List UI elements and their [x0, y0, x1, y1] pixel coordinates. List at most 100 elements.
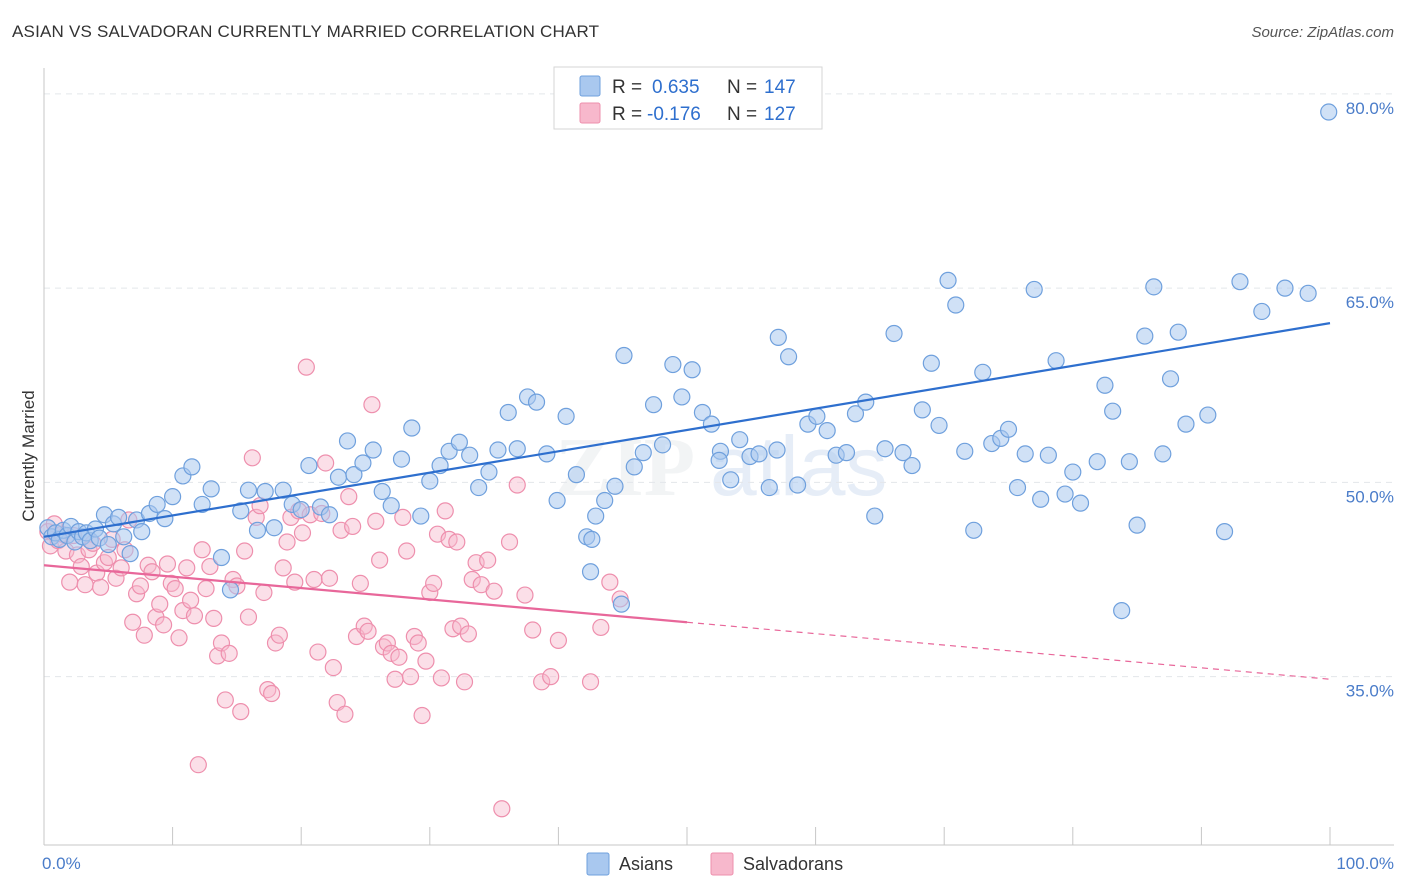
asians-point [300, 456, 318, 475]
asians-point [265, 519, 283, 537]
asians-point [1039, 446, 1057, 464]
salvadorans-point [601, 573, 619, 591]
asians-point [292, 500, 310, 519]
salvadorans-point [493, 800, 511, 818]
asians-point [1231, 273, 1249, 291]
asians-point [450, 433, 468, 451]
asians-point [1104, 402, 1122, 420]
asians-point [329, 468, 348, 486]
asians-point [693, 403, 712, 422]
asians-point [710, 451, 728, 469]
asians-point [894, 444, 912, 462]
asians-point [148, 495, 166, 514]
salvadorans-point [459, 625, 477, 643]
y-tick-label: 65.0% [1346, 293, 1394, 312]
salvadorans-n-label: N = [727, 104, 757, 125]
salvadorans-point [270, 626, 288, 644]
chart-title: ASIAN VS SALVADORAN CURRENTLY MARRIED CO… [12, 22, 600, 41]
salvadorans-point [455, 673, 474, 691]
salvadorans-point [239, 608, 258, 626]
asians-points [39, 103, 1338, 620]
trend-lines [43, 322, 1331, 680]
asians-point [1136, 327, 1154, 345]
asians-point [274, 481, 292, 499]
asians-point [1145, 278, 1163, 296]
asians-point [99, 535, 117, 554]
stats-legend: R = 0.635 N = 147 R = -0.176 N = 127 [553, 66, 823, 130]
asians-point [612, 595, 631, 613]
asians-point [930, 416, 948, 435]
asians-point [769, 328, 787, 346]
salvadorans-point [220, 644, 238, 662]
asians-point [837, 444, 856, 462]
asians-point [1120, 453, 1138, 471]
asians-point [673, 388, 691, 406]
asians-point [1320, 103, 1338, 121]
salvadorans-point [305, 570, 323, 589]
asians-legend-label: Asians [619, 854, 673, 874]
asians-point [587, 507, 605, 525]
salvadorans-point [324, 658, 342, 677]
asians-point [615, 346, 633, 365]
salvadorans-point [500, 533, 519, 551]
asians-legend-swatch [579, 75, 601, 97]
asians-point [499, 403, 517, 422]
asians-point [364, 441, 382, 459]
salvadorans-point [158, 555, 177, 573]
salvadorans-point [417, 652, 435, 670]
asians-point [193, 495, 211, 514]
salvadorans-point [193, 541, 211, 559]
salvadorans-point [363, 396, 381, 414]
salvadorans-point [382, 644, 400, 662]
salvadorans-point [293, 524, 312, 542]
salvadorans-n-value: 127 [764, 104, 796, 125]
asians-n-value: 147 [764, 77, 796, 98]
salvadorans-point [592, 618, 610, 637]
asians-point [345, 466, 363, 484]
salvadorans-point [413, 706, 431, 725]
asians-point [1071, 494, 1090, 512]
asians-point [683, 361, 701, 379]
salvadorans-trend-line [43, 564, 688, 624]
asians-point [750, 445, 768, 463]
salvadorans-point [425, 574, 443, 593]
salvadorans-legend-label: Salvadorans [743, 854, 843, 874]
salvadorans-point [394, 508, 412, 526]
salvadorans-point [336, 705, 354, 723]
source-label: Source: ZipAtlas.com [1251, 24, 1394, 41]
salvadorans-point [143, 563, 161, 581]
grid-lines [44, 93, 1394, 678]
asians-point [1169, 323, 1187, 341]
asians-point [489, 441, 507, 459]
asians-point [221, 581, 240, 599]
asians-point [421, 472, 439, 490]
salvadorans-point [91, 578, 110, 596]
asians-point [1276, 279, 1294, 297]
salvadorans-point [166, 579, 184, 598]
asians-point [239, 481, 258, 499]
asians-point [644, 396, 663, 414]
salvadorans-point [524, 621, 542, 639]
salvadorans-point [243, 449, 261, 467]
asians-point [606, 477, 624, 495]
asians-point [1177, 415, 1195, 433]
asians-point [922, 354, 940, 372]
asians-point [913, 401, 931, 419]
asians-point [818, 422, 836, 440]
y-tick-label: 50.0% [1346, 487, 1394, 506]
asians-point [866, 507, 884, 525]
asians-point [232, 502, 250, 520]
salvadorans-point [317, 454, 335, 472]
asians-point [508, 440, 526, 458]
asians-point [939, 271, 957, 289]
asians-point [1032, 490, 1050, 508]
asians-point [248, 521, 267, 539]
asians-point [808, 407, 826, 425]
asians-trend-line [43, 322, 1331, 538]
asians-point [903, 456, 921, 475]
asians-point [567, 466, 586, 484]
y-axis-title: Currently Married [19, 390, 38, 521]
salvadorans-point [151, 595, 169, 613]
salvadorans-point [463, 570, 481, 589]
salvadorans-legend-swatch [579, 102, 601, 124]
